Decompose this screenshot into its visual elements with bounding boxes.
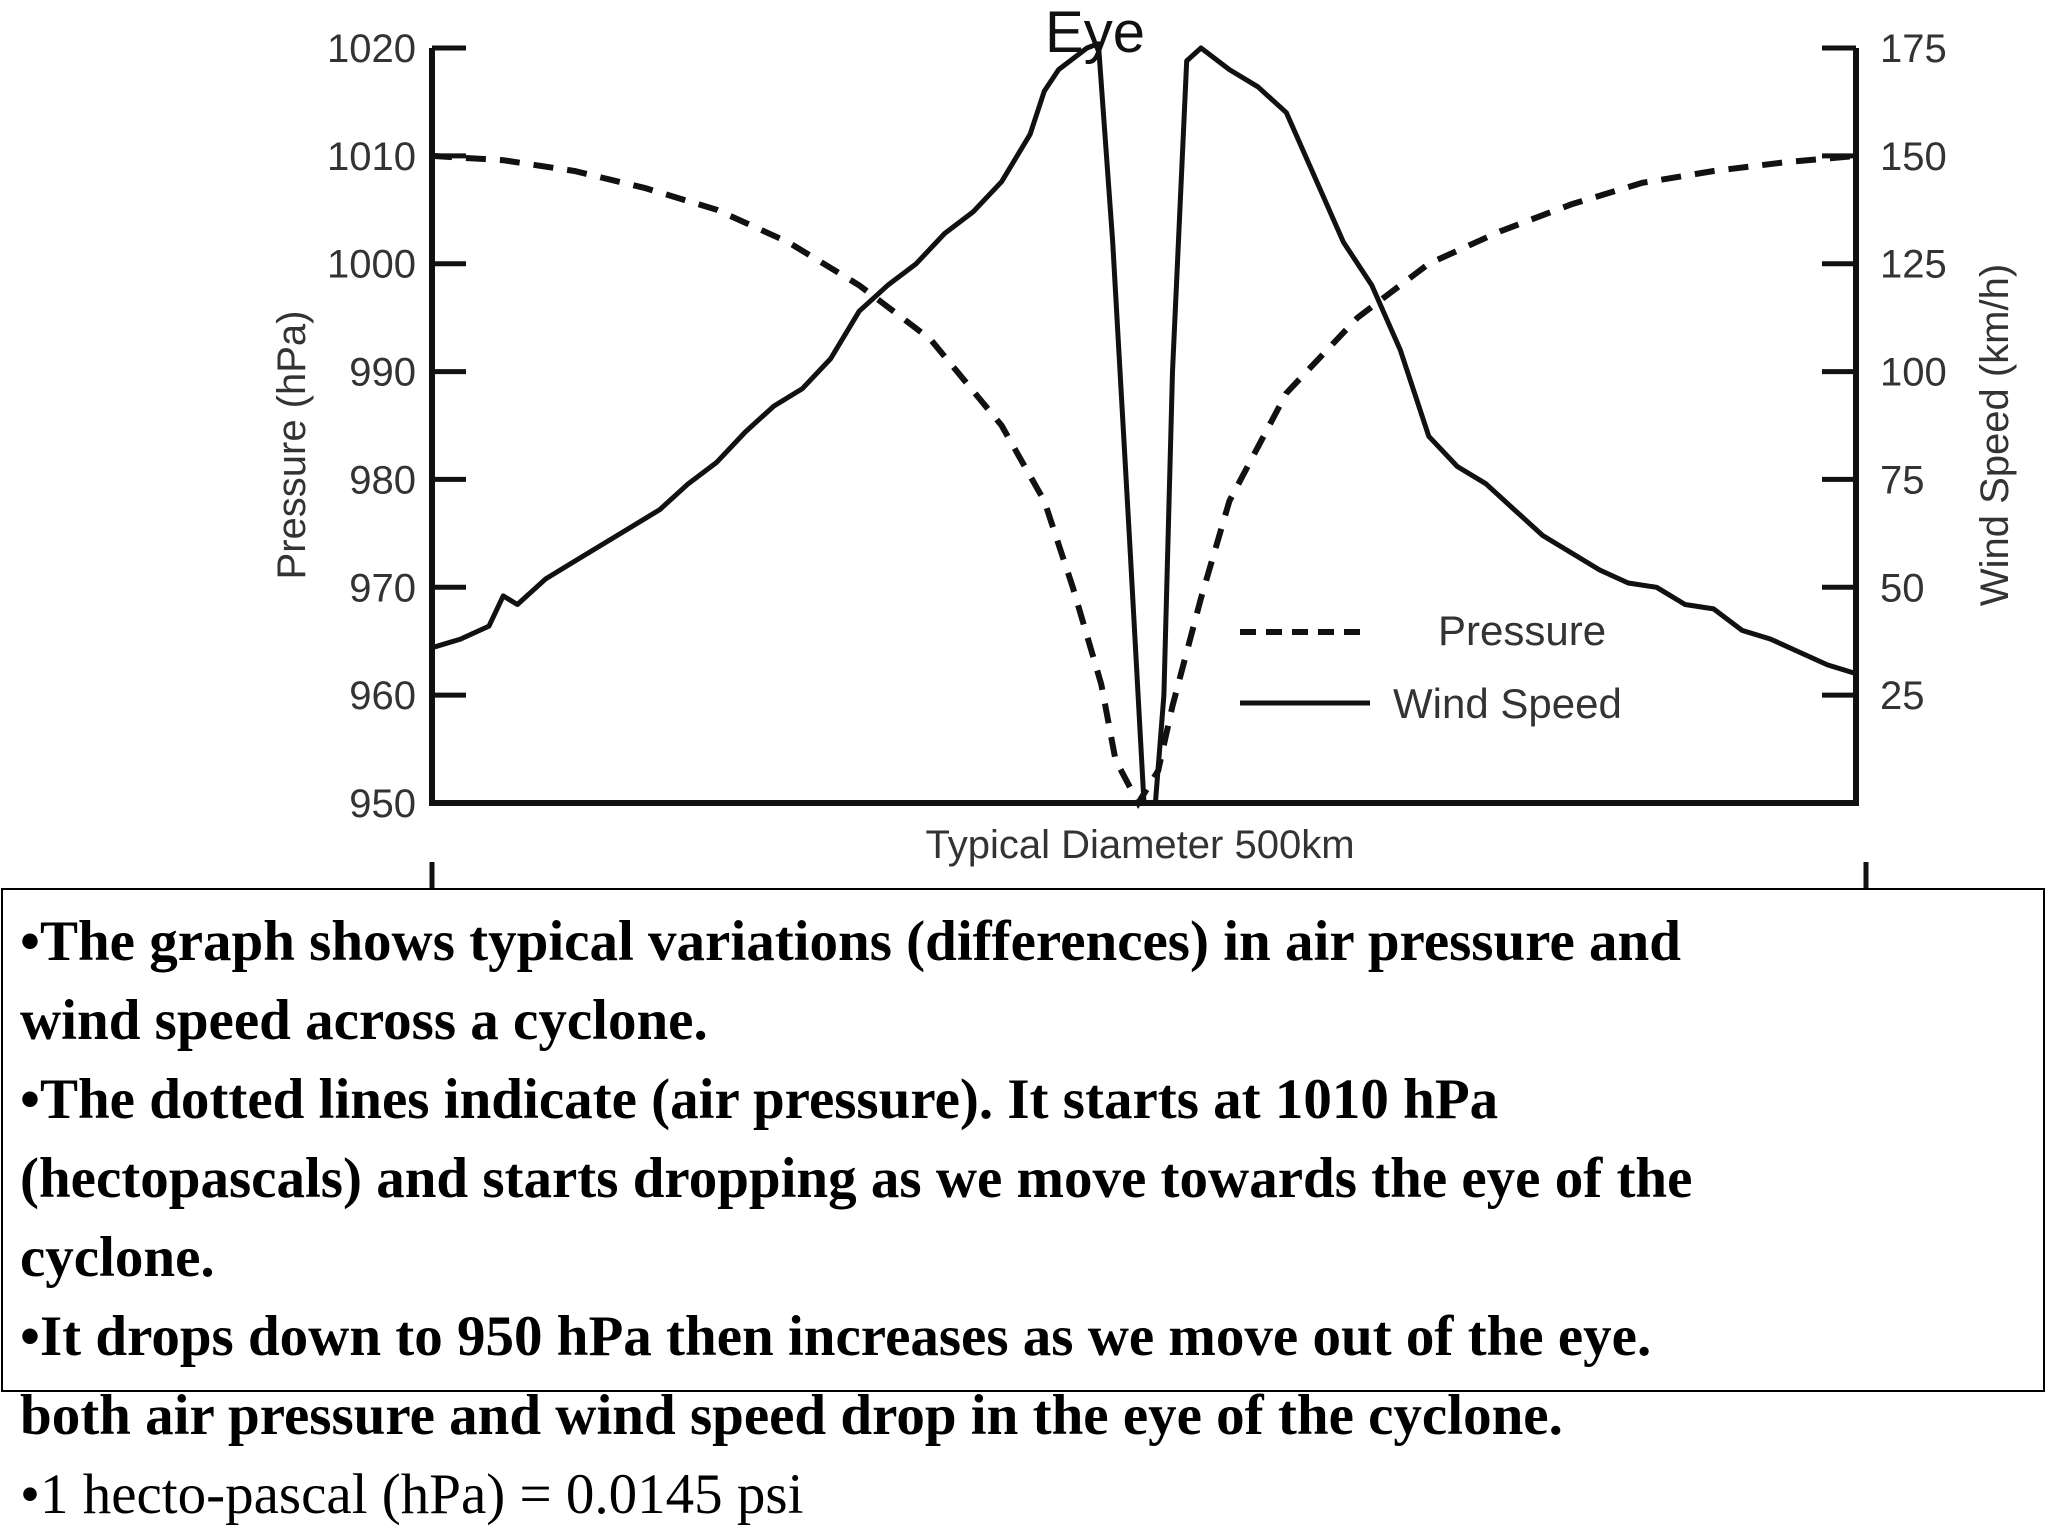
note-line-6: •It drops down to 950 hPa then increases… xyxy=(20,1305,1652,1368)
y2-tick-label: 175 xyxy=(1880,27,1947,71)
legend-pressure-label: Pressure xyxy=(1438,607,1606,654)
y-tick-label: 980 xyxy=(349,458,416,502)
y2-tick-label: 100 xyxy=(1880,351,1947,395)
legend: Pressure Wind Speed xyxy=(1240,607,1622,727)
y-tick-label: 1020 xyxy=(327,27,416,71)
legend-wind-label: Wind Speed xyxy=(1393,680,1622,727)
pressure-series-line xyxy=(431,152,1857,810)
y-tick-label: 960 xyxy=(349,674,416,718)
note-line-3: •The dotted lines indicate (air pressure… xyxy=(20,1068,1499,1131)
notes-box xyxy=(1,888,2045,1392)
x-axis-title: Typical Diameter 500km xyxy=(925,823,1354,867)
pressure-wind-chart: 1020 1010 1000 990 980 970 960 950 175 150 125 100… xyxy=(270,0,2017,890)
note-line-8: •1 hecto-pascal (hPa) = 0.0145 psi xyxy=(20,1463,804,1526)
y2-axis-title: Wind Speed (km/h) xyxy=(1973,264,2017,606)
note-line-1: •The graph shows typical variations (dif… xyxy=(20,910,1681,973)
y-axis-title: Pressure (hPa) xyxy=(270,311,314,580)
note-line-4: (hectopascals) and starts dropping as we… xyxy=(20,1147,1693,1210)
y2-tick-label: 150 xyxy=(1880,135,1947,179)
note-line-7: both air pressure and wind speed drop in… xyxy=(20,1384,1563,1447)
y2-tick-label: 25 xyxy=(1880,674,1925,718)
y-tick-label: 950 xyxy=(349,782,416,826)
y2-tick-label: 75 xyxy=(1880,458,1925,502)
y-tick-label: 990 xyxy=(349,351,416,395)
y2-tick-label: 50 xyxy=(1880,566,1925,610)
y-tick-label: 1000 xyxy=(327,243,416,287)
y-tick-label: 1010 xyxy=(327,135,416,179)
y-tick-label: 970 xyxy=(349,566,416,610)
note-line-2: wind speed across a cyclone. xyxy=(20,989,708,1052)
y2-tick-label: 125 xyxy=(1880,243,1947,287)
wind-speed-series-line xyxy=(431,41,1857,806)
eye-label: Eye xyxy=(1045,0,1145,65)
note-line-5: cyclone. xyxy=(20,1226,215,1289)
